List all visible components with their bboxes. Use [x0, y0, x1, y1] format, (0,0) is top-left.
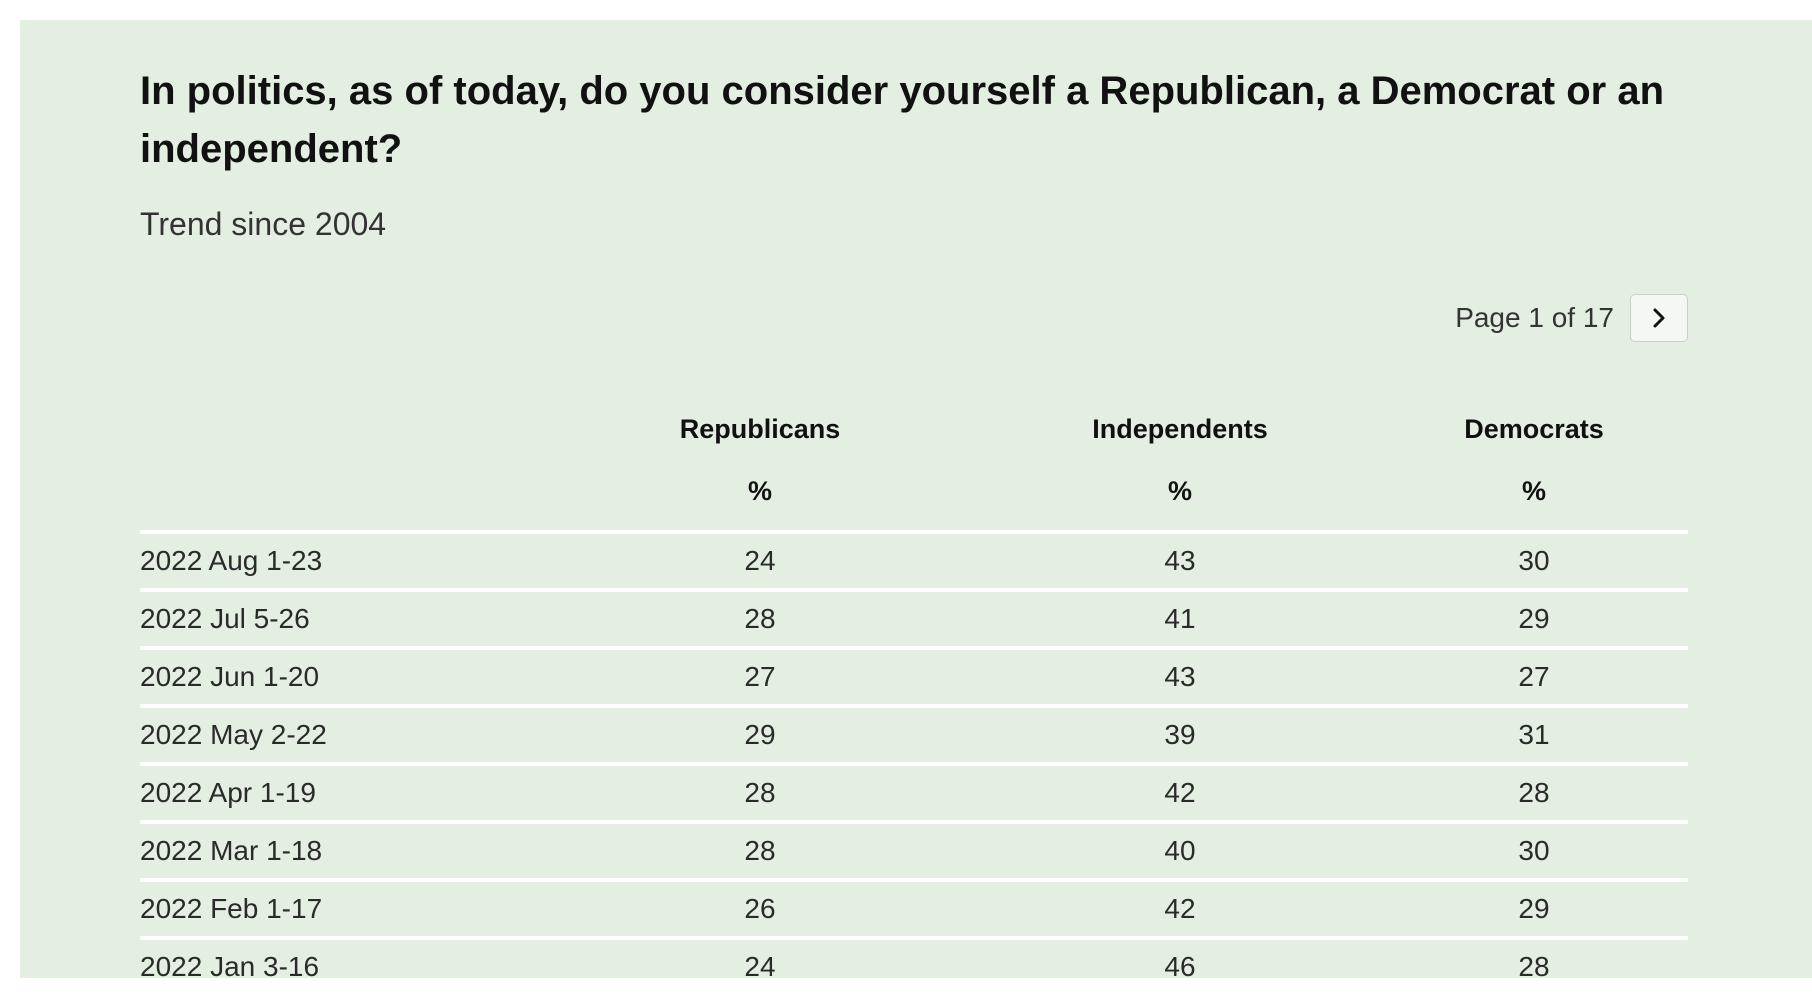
republicans-value: 28: [540, 590, 980, 650]
independents-value: 42: [980, 880, 1380, 940]
column-unit-republicans: %: [540, 474, 980, 534]
row-date: 2022 Jan 3-16: [140, 951, 320, 982]
column-header-democrats: Democrats: [1464, 414, 1604, 444]
table-row: 2022 Jul 5-26 28 41 29: [140, 590, 1688, 650]
table-header-row: Republicans Independents Democrats: [140, 408, 1688, 474]
table-row: 2022 Apr 1-19 28 42 28: [140, 764, 1688, 824]
column-unit-date: [140, 474, 540, 534]
democrats-value: 30: [1380, 532, 1688, 592]
table-row: 2022 Aug 1-23 24 43 30: [140, 532, 1688, 592]
trend-subtitle: Trend since 2004: [140, 206, 387, 242]
republicans-value: 24: [744, 951, 776, 982]
pagination: Page 1 of 17: [1455, 292, 1688, 344]
row-date: 2022 May 2-22: [140, 706, 540, 766]
column-header-independents: Independents: [1092, 414, 1268, 444]
table-row: 2022 Jun 1-20 27 43 27: [140, 648, 1688, 708]
table-unit-row: % % %: [140, 474, 1688, 534]
column-unit-democrats: %: [1380, 474, 1688, 534]
poll-panel: In politics, as of today, do you conside…: [20, 20, 1812, 982]
democrats-value: 28: [1518, 951, 1550, 982]
republicans-value: 27: [540, 648, 980, 708]
republicans-value: 28: [540, 822, 980, 882]
table-row: 2022 Feb 1-17 26 42 29: [140, 880, 1688, 940]
next-page-button[interactable]: [1630, 294, 1688, 342]
democrats-value: 29: [1380, 590, 1688, 650]
row-date: 2022 Mar 1-18: [140, 822, 540, 882]
republicans-value: 29: [540, 706, 980, 766]
table-row: 2022 Mar 1-18 28 40 30: [140, 822, 1688, 882]
table-row: 2022 Jan 3-16 24 46 28: [140, 938, 1688, 994]
independents-value: 39: [980, 706, 1380, 766]
republicans-value: 28: [540, 764, 980, 824]
democrats-value: 29: [1380, 880, 1688, 940]
trend-table: Republicans Independents Democrats % % %…: [140, 408, 1688, 994]
independents-value: 40: [980, 822, 1380, 882]
row-date: 2022 Apr 1-19: [140, 764, 540, 824]
independents-value: 42: [980, 764, 1380, 824]
row-date: 2022 Aug 1-23: [140, 532, 540, 592]
democrats-value: 31: [1380, 706, 1688, 766]
independents-value: 41: [980, 590, 1380, 650]
democrats-value: 30: [1380, 822, 1688, 882]
republicans-value: 24: [540, 532, 980, 592]
democrats-value: 28: [1380, 764, 1688, 824]
column-header-date: [140, 408, 540, 474]
table-row: 2022 May 2-22 29 39 31: [140, 706, 1688, 766]
row-date: 2022 Feb 1-17: [140, 880, 540, 940]
column-header-republicans: Republicans: [679, 414, 841, 444]
question-title: In politics, as of today, do you conside…: [140, 69, 1665, 171]
republicans-value: 26: [540, 880, 980, 940]
column-unit-independents: %: [980, 474, 1380, 534]
chevron-right-icon: [1651, 307, 1667, 329]
row-date: 2022 Jul 5-26: [140, 590, 540, 650]
democrats-value: 27: [1380, 648, 1688, 708]
independents-value: 46: [1164, 951, 1196, 982]
independents-value: 43: [980, 532, 1380, 592]
trend-table-container: Republicans Independents Democrats % % %…: [140, 408, 1688, 994]
page-indicator: Page 1 of 17: [1455, 302, 1614, 333]
independents-value: 43: [980, 648, 1380, 708]
row-date: 2022 Jun 1-20: [140, 648, 540, 708]
